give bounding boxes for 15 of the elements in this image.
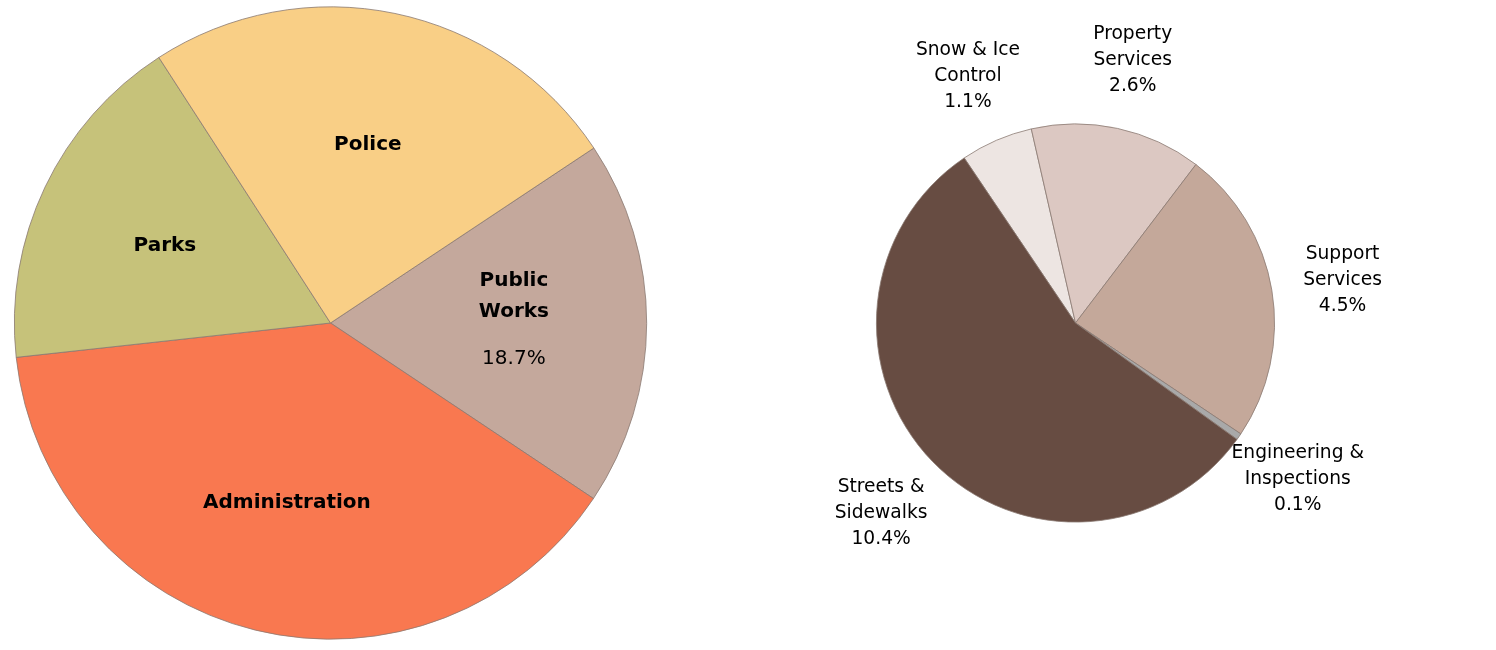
slice-label: Snow & Ice Control xyxy=(915,37,1020,86)
data-label: 4.5% xyxy=(1318,294,1367,316)
slice-label: Streets & Sidewalks xyxy=(834,474,928,522)
slice-label: Public Works xyxy=(478,266,549,322)
slice-label: Police xyxy=(334,131,402,156)
slice-label: Property Services xyxy=(1093,21,1173,69)
data-label: 1.1% xyxy=(944,90,992,112)
data-label: 10.4% xyxy=(851,527,911,549)
data-label: 0.1% xyxy=(1274,493,1322,515)
slice-label: Support Services xyxy=(1303,241,1382,290)
slice-label: Administration xyxy=(203,489,371,514)
slice-label: Parks xyxy=(133,232,197,257)
slice-label: Engineering & Inspections xyxy=(1231,440,1364,489)
data-label: 2.6% xyxy=(1109,74,1157,96)
data-label: 18.7% xyxy=(482,345,546,370)
